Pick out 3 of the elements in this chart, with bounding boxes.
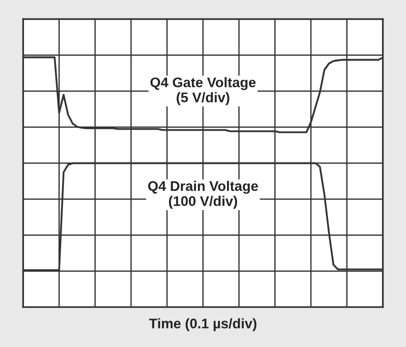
series-label: Q4 Gate Voltage (5 V/div) (150, 77, 256, 106)
x-axis-title: Time (0.1 µs/div) (149, 318, 256, 332)
series-label: Q4 Drain Voltage (100 V/div) (148, 180, 258, 209)
